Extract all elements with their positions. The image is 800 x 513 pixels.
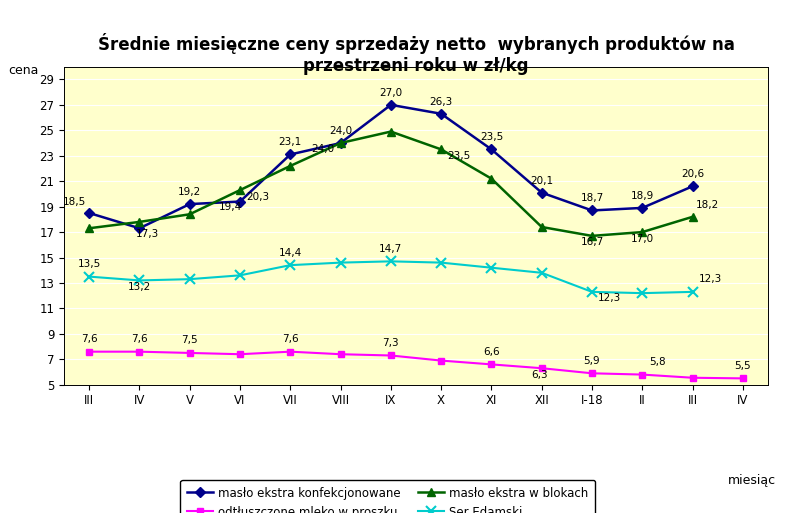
Ser Edamski <box>134 278 144 284</box>
masło ekstra konfekcjonowane <box>587 207 597 213</box>
masło ekstra w blokach <box>688 214 698 220</box>
odtłuszczone mleko w proszku <box>386 352 396 359</box>
Line: masło ekstra w blokach: masło ekstra w blokach <box>85 127 697 240</box>
Text: 16,7: 16,7 <box>580 238 604 247</box>
Text: 7,6: 7,6 <box>282 334 298 344</box>
Text: 7,5: 7,5 <box>182 336 198 345</box>
Line: odtłuszczone mleko w proszku: odtłuszczone mleko w proszku <box>86 349 746 381</box>
Text: 12,3: 12,3 <box>598 293 622 303</box>
Ser Edamski <box>537 270 546 276</box>
masło ekstra w blokach <box>386 128 396 134</box>
odtłuszczone mleko w proszku <box>486 361 496 367</box>
Text: 7,6: 7,6 <box>131 334 148 344</box>
Text: 17,3: 17,3 <box>135 229 158 239</box>
odtłuszczone mleko w proszku <box>738 376 748 382</box>
masło ekstra konfekcjonowane <box>688 183 698 189</box>
Text: miesiąc: miesiąc <box>728 475 776 487</box>
Ser Edamski <box>235 272 245 279</box>
Ser Edamski <box>84 273 94 280</box>
Text: 20,1: 20,1 <box>530 175 554 186</box>
odtłuszczone mleko w proszku <box>134 349 144 355</box>
odtłuszczone mleko w proszku <box>537 365 546 371</box>
Text: 19,2: 19,2 <box>178 187 202 197</box>
Ser Edamski <box>386 258 396 264</box>
masło ekstra konfekcjonowane <box>537 190 546 196</box>
Ser Edamski <box>286 262 295 268</box>
Text: 18,5: 18,5 <box>62 196 86 207</box>
masło ekstra konfekcjonowane <box>235 199 245 205</box>
masło ekstra konfekcjonowane <box>436 111 446 117</box>
masło ekstra w blokach <box>537 224 546 230</box>
odtłuszczone mleko w proszku <box>587 370 597 377</box>
masło ekstra w blokach <box>436 146 446 152</box>
masło ekstra konfekcjonowane <box>134 225 144 231</box>
Text: 13,2: 13,2 <box>128 282 151 292</box>
Text: 24,0: 24,0 <box>329 126 352 136</box>
masło ekstra konfekcjonowane <box>336 140 346 146</box>
Text: 18,7: 18,7 <box>580 193 604 204</box>
Line: masło ekstra konfekcjonowane: masło ekstra konfekcjonowane <box>86 102 696 232</box>
Text: Średnie miesięczne ceny sprzedaży netto  wybranych produktów na
przestrzeni roku: Średnie miesięczne ceny sprzedaży netto … <box>98 33 734 75</box>
Text: 19,4: 19,4 <box>218 202 242 212</box>
Text: 20,6: 20,6 <box>681 169 704 179</box>
Ser Edamski <box>486 265 496 271</box>
Text: 13,5: 13,5 <box>78 259 101 269</box>
Ser Edamski <box>688 289 698 295</box>
Ser Edamski <box>436 260 446 266</box>
Text: cena: cena <box>8 64 38 77</box>
Text: 18,2: 18,2 <box>696 200 719 210</box>
odtłuszczone mleko w proszku <box>688 374 698 381</box>
Text: 27,0: 27,0 <box>379 88 402 98</box>
Ser Edamski <box>185 276 194 282</box>
masło ekstra konfekcjonowane <box>185 201 194 207</box>
Text: 5,9: 5,9 <box>584 356 600 366</box>
odtłuszczone mleko w proszku <box>235 351 245 357</box>
odtłuszczone mleko w proszku <box>185 350 194 356</box>
Text: 6,3: 6,3 <box>531 370 547 380</box>
masło ekstra w blokach <box>235 187 245 193</box>
Text: 18,9: 18,9 <box>630 191 654 201</box>
masło ekstra w blokach <box>134 219 144 225</box>
masło ekstra konfekcjonowane <box>286 151 295 157</box>
odtłuszczone mleko w proszku <box>84 349 94 355</box>
Ser Edamski <box>638 290 647 296</box>
Text: 7,3: 7,3 <box>382 338 399 348</box>
Text: 7,6: 7,6 <box>81 334 98 344</box>
masło ekstra w blokach <box>84 225 94 231</box>
Legend: masło ekstra konfekcjonowane, odtłuszczone mleko w proszku, masło ekstra w bloka: masło ekstra konfekcjonowane, odtłuszczo… <box>180 480 595 513</box>
Text: 24,0: 24,0 <box>311 145 334 154</box>
masło ekstra w blokach <box>587 233 597 239</box>
Text: 14,7: 14,7 <box>379 244 402 254</box>
odtłuszczone mleko w proszku <box>436 358 446 364</box>
masło ekstra konfekcjonowane <box>386 102 396 108</box>
Text: 5,5: 5,5 <box>734 361 751 371</box>
masło ekstra konfekcjonowane <box>638 205 647 211</box>
masło ekstra w blokach <box>286 163 295 169</box>
masło ekstra w blokach <box>336 140 346 146</box>
Text: 23,5: 23,5 <box>447 151 470 161</box>
Text: 20,3: 20,3 <box>246 191 269 202</box>
masło ekstra w blokach <box>486 175 496 182</box>
Text: 23,1: 23,1 <box>278 137 302 147</box>
Ser Edamski <box>587 289 597 295</box>
Text: 14,4: 14,4 <box>278 248 302 258</box>
masło ekstra konfekcjonowane <box>84 210 94 216</box>
odtłuszczone mleko w proszku <box>336 351 346 357</box>
odtłuszczone mleko w proszku <box>286 349 295 355</box>
Ser Edamski <box>336 260 346 266</box>
Line: Ser Edamski: Ser Edamski <box>84 256 698 298</box>
Text: 23,5: 23,5 <box>480 132 503 143</box>
odtłuszczone mleko w proszku <box>638 371 647 378</box>
Text: 6,6: 6,6 <box>483 347 500 357</box>
Text: 17,0: 17,0 <box>630 233 654 244</box>
Text: 12,3: 12,3 <box>698 274 722 284</box>
masło ekstra konfekcjonowane <box>486 146 496 152</box>
Text: 5,8: 5,8 <box>649 357 666 367</box>
masło ekstra w blokach <box>185 211 194 218</box>
Text: 26,3: 26,3 <box>430 97 453 107</box>
masło ekstra w blokach <box>638 229 647 235</box>
